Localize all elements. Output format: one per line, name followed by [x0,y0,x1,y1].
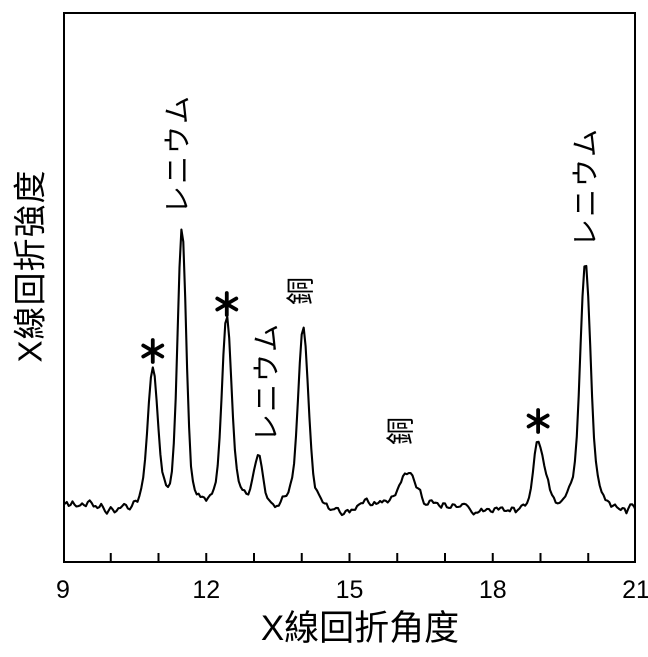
asterisk-marker [141,338,165,364]
asterisk-stroke [526,413,550,429]
x-tick-label: 21 [622,576,648,604]
asterisk-marker [215,291,239,317]
x-axis-title: X線回折角度 [260,608,460,648]
asterisk-marker [526,408,550,434]
asterisk-stroke [215,296,239,312]
asterisk-stroke [141,343,165,359]
xrd-trace [63,228,636,517]
y-axis-title: X線回折強度 [11,169,49,363]
xrd-plot-svg [63,228,636,561]
y-axis-title-box: X線回折強度 [0,106,188,426]
x-tick-label: 9 [56,576,70,604]
x-axis-title-box: X線回折角度 [200,599,520,651]
